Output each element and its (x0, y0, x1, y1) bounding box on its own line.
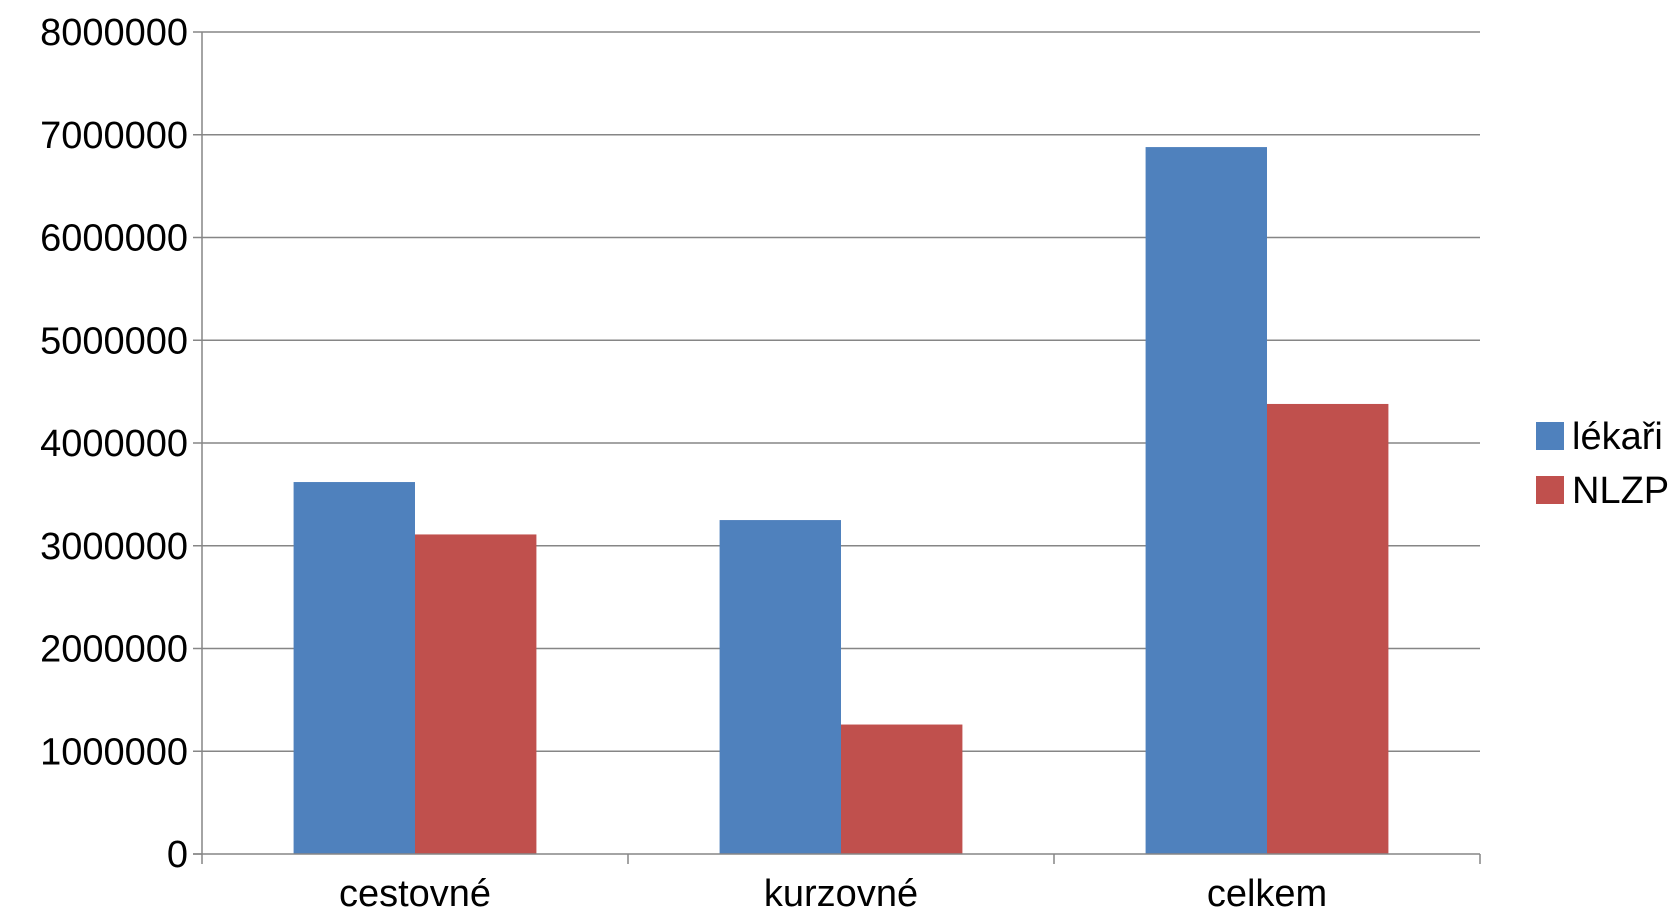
y-tick-label: 3000000 (40, 526, 188, 568)
y-tick-label: 6000000 (40, 218, 188, 260)
y-tick-label: 0 (167, 834, 188, 876)
y-tick-label: 7000000 (40, 115, 188, 157)
bars (293, 147, 1389, 854)
axes (193, 31, 1481, 864)
x-category-label: celkem (1207, 873, 1327, 913)
legend-label: lékaři (1572, 416, 1663, 458)
bar-lekari-1 (719, 520, 841, 854)
y-tick-label: 4000000 (40, 423, 188, 465)
legend-swatch (1536, 422, 1564, 450)
legend-label: NLZP (1572, 470, 1669, 512)
y-tick-label: 5000000 (40, 320, 188, 362)
legend-swatch (1536, 476, 1564, 504)
x-category-label: cestovné (339, 873, 491, 913)
bar-lekari-2 (1145, 147, 1267, 854)
y-tick-label: 2000000 (40, 629, 188, 671)
x-category-label: kurzovné (764, 873, 918, 913)
tick-labels: 0 1000000 2000000 3000000 4000000 5000000 6000… (40, 12, 1327, 913)
bar-nlzp-1 (841, 724, 963, 854)
legend: lékaři NLZP (1536, 416, 1669, 512)
bar-nlzp-2 (1267, 403, 1389, 854)
y-tick-label: 1000000 (40, 731, 188, 773)
y-tick-label: 8000000 (40, 12, 188, 54)
bar-nlzp-0 (415, 534, 537, 854)
bar-lekari-0 (293, 482, 415, 854)
